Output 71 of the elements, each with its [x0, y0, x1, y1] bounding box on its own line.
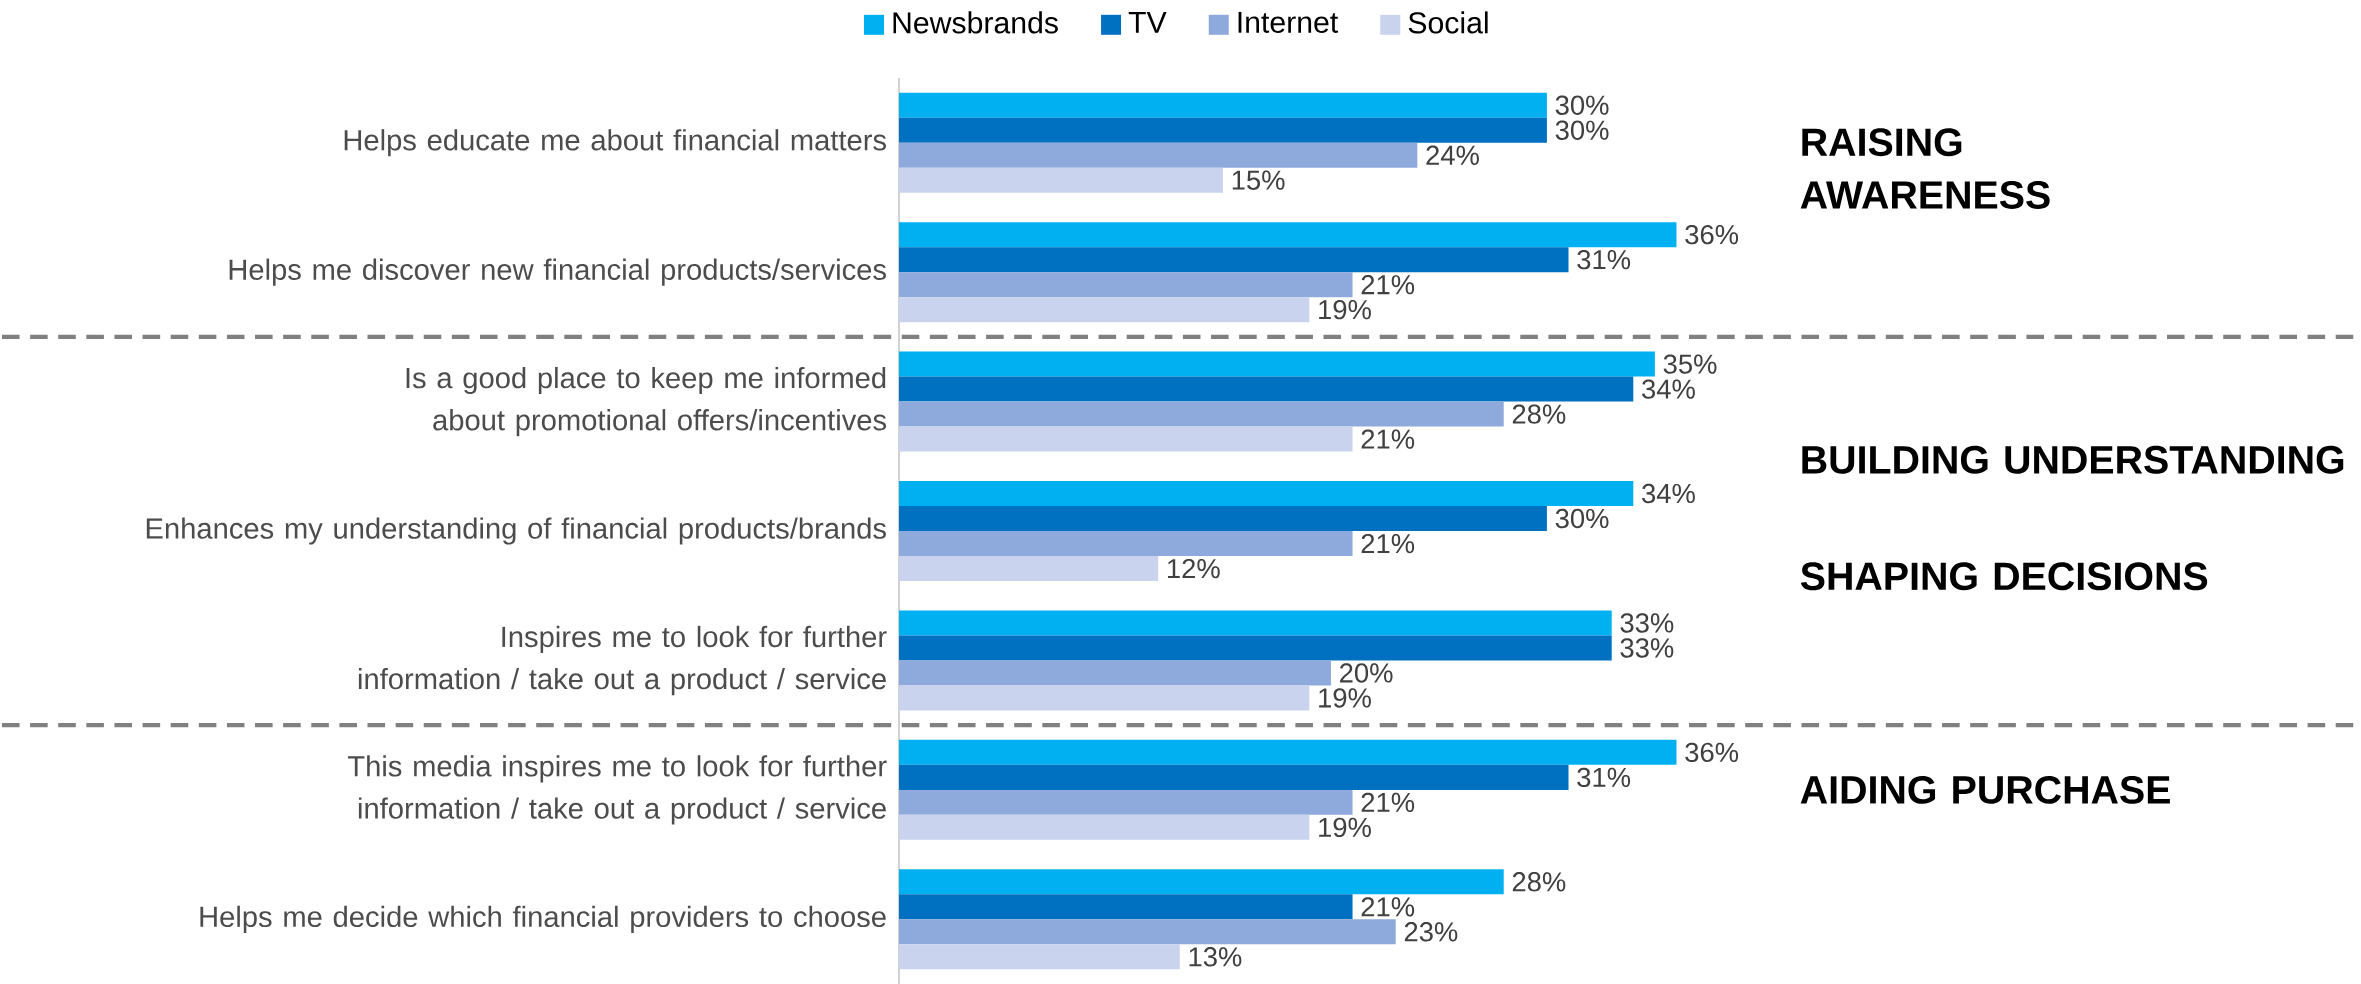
bar — [899, 685, 1310, 711]
bar — [899, 351, 1655, 377]
data-label: 30% — [1555, 508, 1609, 529]
data-label: 21% — [1361, 429, 1415, 449]
legend-label: Newsbrands — [893, 11, 1058, 34]
bar — [899, 401, 1504, 427]
text: RAISING AWARENESS — [1800, 128, 2050, 209]
y-tick-label: Helps me discover new financial products/services — [229, 258, 886, 286]
bar — [899, 142, 1418, 168]
data-label: 30% — [1555, 120, 1609, 140]
data-label: 21% — [1361, 792, 1415, 813]
bar — [899, 894, 1353, 920]
text: BUILDING UNDERSTANDING — [1802, 445, 2344, 474]
data-label: 19% — [1319, 688, 1371, 708]
bar — [899, 556, 1159, 582]
data-label: 34% — [1642, 379, 1695, 399]
legend-label: Social — [1408, 11, 1488, 34]
y-tick-label: Inspires me to look for further information / take out a product / service — [358, 625, 887, 696]
data-label: 23% — [1404, 922, 1458, 942]
bar — [899, 531, 1353, 557]
bar — [899, 297, 1310, 323]
data-label: 33% — [1620, 638, 1674, 658]
y-tick-label: This media inspires me to look for further information / take out a product / service — [347, 755, 887, 825]
data-label: 19% — [1319, 817, 1371, 838]
y-tick-label: Helps educate me about financial matters — [344, 129, 886, 157]
data-label: 19% — [1319, 299, 1371, 320]
data-label: 21% — [1361, 897, 1415, 917]
bar — [899, 610, 1612, 636]
y-tick-label: Enhances my understanding of financial products/brands — [146, 517, 886, 545]
bar — [899, 376, 1634, 402]
bar — [899, 222, 1677, 248]
data-label: 35% — [1663, 354, 1717, 374]
bar — [899, 869, 1504, 895]
bar — [899, 944, 1180, 970]
text: SHAPING DECISIONS — [1800, 562, 2208, 591]
text: AIDING PURCHASE — [1800, 775, 2170, 804]
bar — [899, 764, 1569, 790]
bar — [899, 426, 1353, 452]
bar — [899, 789, 1353, 815]
data-label: 12% — [1167, 558, 1220, 579]
y-tick-label: Helps me decide which financial providers to choose — [200, 905, 886, 933]
data-label: 34% — [1642, 483, 1695, 504]
data-label: 21% — [1361, 275, 1415, 295]
bar — [899, 92, 1547, 118]
data-label: 31% — [1577, 767, 1631, 788]
bar — [899, 272, 1353, 298]
bar — [899, 506, 1547, 532]
data-label: 36% — [1685, 224, 1739, 245]
y-tick-label: Is a good place to keep me informed about promotional offers/incentives — [406, 366, 887, 437]
data-label: 28% — [1512, 872, 1566, 892]
data-label: 33% — [1620, 613, 1674, 633]
bar — [899, 739, 1677, 765]
bar — [899, 117, 1547, 143]
legend-label: TV — [1128, 11, 1167, 33]
data-label: 21% — [1361, 533, 1415, 554]
data-label: 30% — [1555, 95, 1609, 115]
data-label: 15% — [1232, 170, 1285, 190]
bar — [899, 660, 1331, 686]
data-label: 24% — [1426, 145, 1479, 165]
legend-label: Internet — [1238, 11, 1339, 33]
data-label: 36% — [1685, 742, 1739, 763]
data-label: 20% — [1340, 663, 1393, 683]
bar — [899, 635, 1612, 661]
bar — [899, 247, 1569, 273]
bar — [899, 481, 1634, 507]
bar — [899, 919, 1396, 945]
data-label: 13% — [1189, 947, 1242, 967]
data-label: 28% — [1512, 404, 1566, 424]
data-label: 31% — [1577, 249, 1631, 270]
bar — [899, 814, 1310, 840]
bar — [899, 167, 1223, 193]
